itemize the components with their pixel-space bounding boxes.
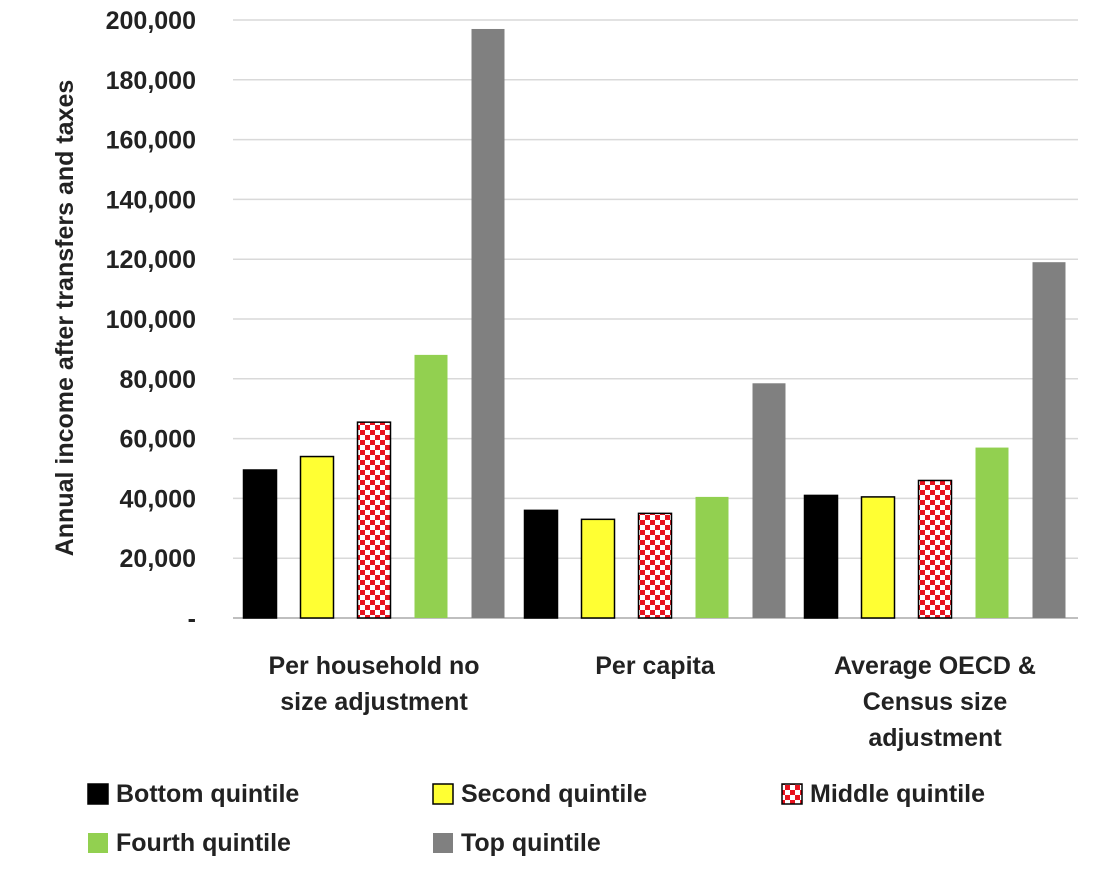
bar: [242, 469, 278, 619]
bar: [803, 494, 839, 619]
y-tick-label: 120,000: [106, 246, 196, 274]
legend-swatch: [432, 783, 454, 805]
bar: [580, 518, 616, 619]
x-category-label: Average OECD & Census size adjustment: [834, 652, 1036, 752]
bar: [1032, 262, 1066, 618]
legend-label: Middle quintile: [810, 780, 985, 808]
y-tick-label: 100,000: [106, 306, 196, 334]
y-tick-label: 40,000: [120, 485, 196, 513]
legend-swatch: [87, 783, 109, 805]
bar: [695, 496, 729, 618]
y-tick-label: 80,000: [120, 366, 196, 394]
legend-swatch: [433, 833, 453, 853]
y-tick-label: 60,000: [120, 426, 196, 454]
legend: Bottom quintile Second quintile Middle qui…: [87, 780, 985, 857]
legend-label: Fourth quintile: [116, 829, 291, 857]
legend-label: Top quintile: [461, 829, 601, 857]
y-axis-title: Annual income after transfers and taxes: [51, 80, 79, 557]
y-tick-label: 200,000: [106, 7, 196, 35]
bar: [356, 421, 392, 619]
y-tick-label: 20,000: [120, 545, 196, 573]
x-category-label: Per capita: [595, 652, 716, 680]
bar: [975, 447, 1009, 618]
x-category-label: Per household no size adjustment: [268, 652, 479, 716]
bar: [637, 512, 673, 619]
y-tick-label: 160,000: [106, 127, 196, 155]
bars: [242, 28, 1066, 619]
legend-swatch: [781, 783, 803, 805]
bar: [917, 479, 953, 619]
category-labels: Per household no size adjustment Per capit…: [268, 652, 1036, 752]
y-tick-label: 180,000: [106, 67, 196, 95]
legend-swatch: [88, 833, 108, 853]
y-tick-label: 140,000: [106, 186, 196, 214]
legend-label: Bottom quintile: [116, 780, 299, 808]
bar: [299, 455, 335, 619]
bar: [414, 354, 448, 618]
bar: [860, 496, 896, 619]
bar: [523, 509, 559, 619]
y-axis-ticks: - 20,000 40,000 60,000 80,000 100,000 120,000 1…: [106, 7, 196, 633]
legend-label: Second quintile: [461, 780, 647, 808]
y-tick-label: -: [188, 605, 196, 633]
bar: [752, 383, 786, 618]
bar: [471, 28, 505, 619]
